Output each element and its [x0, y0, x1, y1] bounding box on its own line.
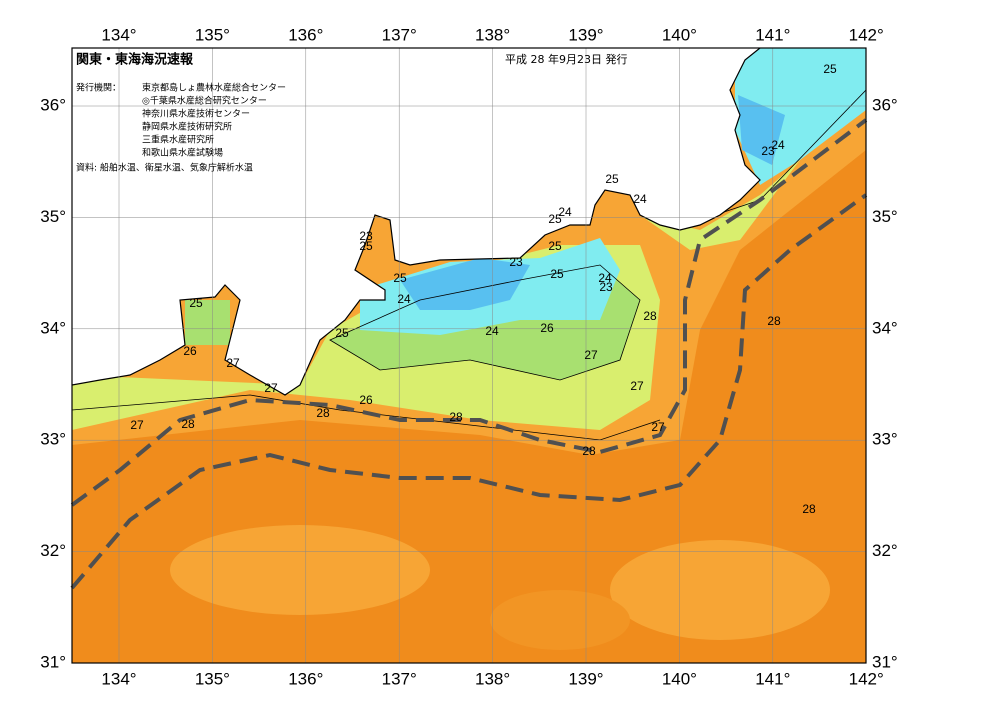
contour-label: 28 — [181, 417, 195, 431]
lat-label: 36° — [872, 95, 898, 114]
issuer: 和歌山県水産試験場 — [142, 147, 223, 159]
contour-label: 27 — [584, 348, 598, 362]
lon-label: 142° — [849, 25, 884, 44]
contour-label: 28 — [643, 309, 657, 323]
issuer: 静岡県水産技術研究所 — [142, 121, 232, 133]
contour-label: 28 — [802, 502, 816, 516]
coastline — [71, 47, 761, 396]
lat-label: 33° — [40, 430, 66, 449]
lon-label: 134° — [101, 669, 136, 688]
contour-label: 23 — [761, 144, 775, 158]
contour-label: 25 — [548, 212, 562, 226]
contour-label: 25 — [550, 267, 564, 281]
contour-label: 24 — [397, 292, 411, 306]
contour-label: 27 — [130, 418, 144, 432]
frame — [71, 47, 867, 664]
issuer: 神奈川県水産技術センター — [142, 108, 250, 120]
lon-label: 136° — [288, 669, 323, 688]
contour-label: 24 — [485, 324, 499, 338]
contour-label: 23 — [359, 229, 373, 243]
lon-label: 138° — [475, 669, 510, 688]
issuer: 東京都島しょ農林水産総合センター — [142, 82, 286, 94]
sources: 資料: 船舶水温、衛星水温、気象庁解析水温 — [76, 162, 253, 174]
lat-label: 32° — [872, 541, 898, 560]
contour-label: 23 — [509, 255, 523, 269]
lon-label: 134° — [101, 25, 136, 44]
lat-label: 34° — [872, 318, 898, 337]
contour-label: 26 — [359, 393, 373, 407]
issuer: ◎千葉県水産総合研究センター — [142, 95, 267, 107]
issue-date: 平成 28 年9月23日 発行 — [505, 52, 627, 66]
contour-label: 25 — [548, 239, 562, 253]
lat-label: 34° — [40, 318, 66, 337]
contour-label: 28 — [767, 314, 781, 328]
contour-label: 24 — [633, 192, 647, 206]
contour-label: 24 — [771, 138, 785, 152]
contour-label: 24 — [558, 205, 572, 219]
lon-label: 140° — [662, 669, 697, 688]
lat-label: 31° — [40, 652, 66, 671]
lat-label: 33° — [872, 430, 898, 449]
contour-label: 28 — [582, 444, 596, 458]
contour-label: 26 — [540, 321, 554, 335]
contour-label: 27 — [651, 420, 665, 434]
lat-label: 31° — [872, 652, 898, 671]
contour-label: 26 — [183, 344, 197, 358]
contour-label: 24 — [598, 271, 612, 285]
title: 関東・東海海況速報 — [76, 52, 194, 68]
contour-label: 27 — [226, 356, 240, 370]
lon-label: 142° — [849, 669, 884, 688]
contour-label: 27 — [264, 381, 278, 395]
contour-label: 27 — [630, 379, 644, 393]
lon-label: 139° — [568, 25, 603, 44]
issuer-heading: 発行機関： — [76, 82, 121, 94]
lon-label: 137° — [382, 25, 417, 44]
lon-label: 138° — [475, 25, 510, 44]
lat-label: 35° — [872, 207, 898, 226]
contour-label: 23 — [599, 280, 613, 294]
kuroshio-edge — [70, 193, 868, 590]
contour-label: 25 — [605, 172, 619, 186]
lon-label: 135° — [195, 25, 230, 44]
contour-label: 25 — [393, 271, 407, 285]
lon-label: 141° — [755, 25, 790, 44]
contour-label: 28 — [449, 410, 463, 424]
issuer: 三重県水産研究所 — [142, 134, 214, 146]
contour-label: 28 — [316, 406, 330, 420]
lon-label: 136° — [288, 25, 323, 44]
kuroshio-edge — [70, 118, 868, 507]
lon-label: 137° — [382, 669, 417, 688]
lon-label: 140° — [662, 25, 697, 44]
lon-label: 141° — [755, 669, 790, 688]
contour-label: 25 — [335, 326, 349, 340]
lat-label: 32° — [40, 541, 66, 560]
contour-label: 25 — [823, 62, 837, 76]
lon-label: 139° — [568, 669, 603, 688]
lat-label: 35° — [40, 207, 66, 226]
lat-label: 36° — [40, 95, 66, 114]
contour-label: 25 — [359, 239, 373, 253]
lon-label: 135° — [195, 669, 230, 688]
contour-label: 25 — [189, 296, 203, 310]
